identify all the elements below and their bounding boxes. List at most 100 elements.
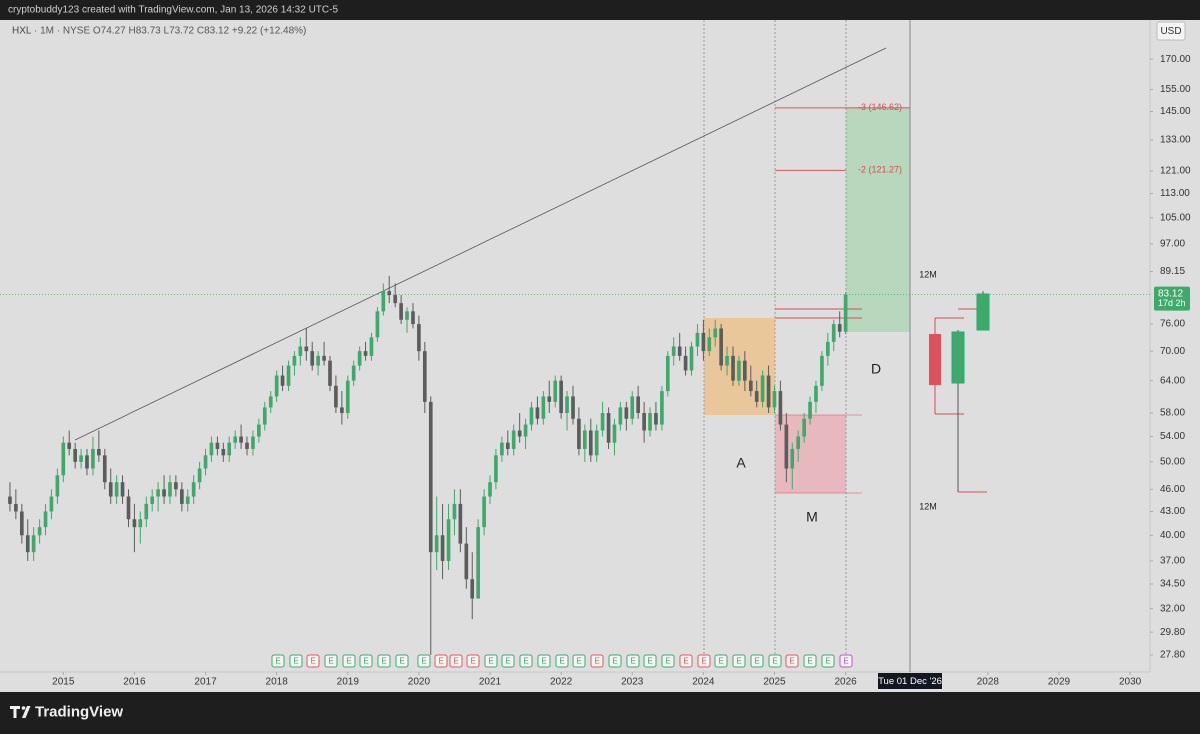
earnings-label[interactable]: E (310, 657, 315, 666)
earnings-marker[interactable] (839, 654, 853, 668)
earnings-label[interactable]: E (736, 657, 741, 666)
candle-body (203, 455, 208, 469)
target-label: -2 (121.27) (858, 165, 902, 175)
earnings-marker[interactable] (395, 654, 409, 668)
earnings-marker[interactable] (289, 654, 303, 668)
earnings-marker[interactable] (324, 654, 338, 668)
earnings-marker[interactable] (537, 654, 551, 668)
candle-body (369, 337, 374, 356)
earnings-label[interactable]: E (594, 657, 599, 666)
legend-symbol: HXL (12, 26, 32, 37)
earnings-label[interactable]: E (523, 657, 528, 666)
earnings-marker[interactable] (821, 654, 835, 668)
earnings-marker[interactable] (417, 654, 431, 668)
earnings-label[interactable]: E (576, 657, 581, 666)
candle-body (517, 430, 522, 437)
earnings-label[interactable]: E (612, 657, 617, 666)
earnings-label[interactable]: E (789, 657, 794, 666)
currency[interactable]: USD (1160, 26, 1181, 37)
candle-body (239, 436, 243, 443)
earnings-label[interactable]: E (505, 657, 510, 666)
x-tick-label: 2030 (1119, 677, 1142, 688)
earnings-marker[interactable] (466, 654, 480, 668)
candle-body (683, 355, 688, 371)
earnings-label[interactable]: E (559, 657, 564, 666)
earnings-label[interactable]: E (665, 657, 670, 666)
candle-body (185, 496, 190, 504)
y-tick-label: 155.00 (1160, 84, 1191, 95)
y-tick-label: 40.00 (1160, 530, 1185, 541)
candle-body (91, 448, 95, 469)
annotation: M (806, 509, 818, 525)
earnings-marker[interactable] (643, 654, 657, 668)
earnings-label[interactable]: E (293, 657, 298, 666)
x-tick-label: 2026 (834, 677, 857, 688)
earnings-marker[interactable] (484, 654, 498, 668)
earnings-marker[interactable] (449, 654, 463, 668)
candle-body (381, 291, 386, 312)
earnings-label[interactable]: E (399, 657, 404, 666)
earnings-marker[interactable] (590, 654, 604, 668)
candle-body (55, 475, 60, 497)
earnings-label[interactable]: E (843, 657, 848, 666)
earnings-label[interactable]: E (363, 657, 368, 666)
currency-button[interactable] (1156, 21, 1186, 41)
earnings-label[interactable]: E (825, 657, 830, 666)
earnings-marker[interactable] (501, 654, 515, 668)
candle-body (274, 375, 279, 397)
candle-body (328, 360, 332, 386)
earnings-label[interactable]: E (453, 657, 458, 666)
earnings-marker[interactable] (750, 654, 764, 668)
earnings-label[interactable]: E (754, 657, 759, 666)
earnings-label[interactable]: E (346, 657, 351, 666)
candle-body (464, 543, 469, 580)
earnings-label[interactable]: E (630, 657, 635, 666)
earnings-marker[interactable] (732, 654, 746, 668)
earnings-marker[interactable] (626, 654, 640, 668)
earnings-marker[interactable] (608, 654, 622, 668)
earnings-label[interactable]: E (381, 657, 386, 666)
candle-body (215, 442, 220, 449)
earnings-marker[interactable] (555, 654, 569, 668)
earnings-label[interactable]: E (683, 657, 688, 666)
earnings-label[interactable]: E (328, 657, 333, 666)
x-tick-label: 2020 (408, 677, 431, 688)
earnings-label[interactable]: E (470, 657, 475, 666)
earnings-marker[interactable] (714, 654, 728, 668)
earnings-marker[interactable] (803, 654, 817, 668)
earnings-label[interactable]: E (718, 657, 723, 666)
y-tick-label: 133.00 (1160, 135, 1191, 146)
earnings-marker[interactable] (359, 654, 373, 668)
candle-body (405, 311, 409, 320)
earnings-label[interactable]: E (807, 657, 812, 666)
earnings-marker[interactable] (785, 654, 799, 668)
earnings-label[interactable]: E (772, 657, 777, 666)
earnings-label[interactable]: E (438, 657, 443, 666)
earnings-marker[interactable] (342, 654, 356, 668)
earnings-marker[interactable] (519, 654, 533, 668)
candle-body (351, 365, 356, 381)
earnings-marker[interactable] (697, 654, 711, 668)
earnings-marker[interactable] (768, 654, 782, 668)
earnings-marker[interactable] (679, 654, 693, 668)
candle-body (784, 424, 789, 469)
earnings-label[interactable]: E (275, 657, 280, 666)
earnings-marker[interactable] (661, 654, 675, 668)
earnings-label[interactable]: E (488, 657, 493, 666)
candle-body (523, 424, 528, 437)
earnings-marker[interactable] (377, 654, 391, 668)
earnings-label[interactable]: E (421, 657, 426, 666)
earnings-marker[interactable] (572, 654, 586, 668)
earnings-marker[interactable] (434, 654, 448, 668)
earnings-marker[interactable] (306, 654, 320, 668)
candle-body (102, 455, 107, 483)
candle-body (547, 396, 552, 402)
earnings-label[interactable]: E (541, 657, 546, 666)
earnings-label[interactable]: E (701, 657, 706, 666)
annotation: D (871, 361, 881, 377)
candle-body (648, 413, 652, 431)
candle-body (79, 455, 83, 462)
earnings-label[interactable]: E (647, 657, 652, 666)
earnings-marker[interactable] (271, 654, 285, 668)
